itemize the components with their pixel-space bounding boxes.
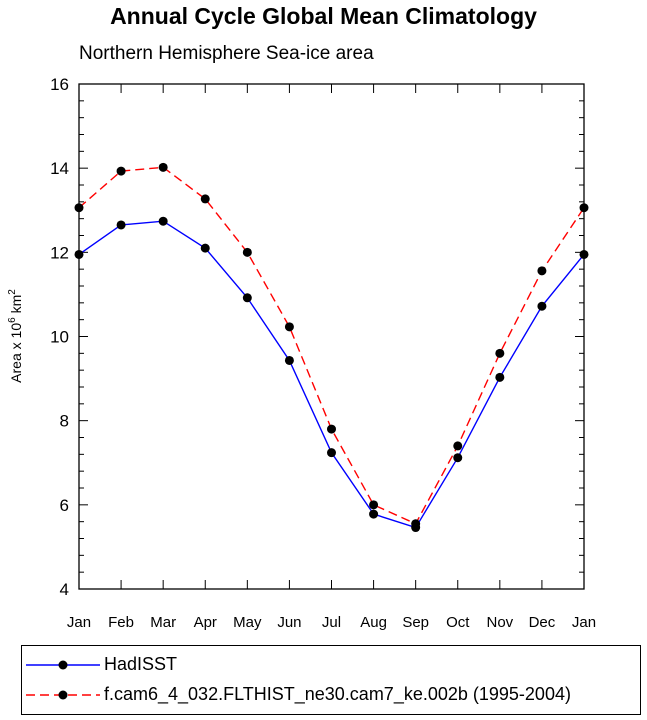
legend-entry-0: HadISST [22,650,640,680]
series-0-point [495,372,505,382]
y-axis-label-exp1: 6 [7,317,18,323]
legend: HadISST f.cam6_4_032.FLTHIST_ne30.cam7_k… [21,645,641,715]
y-tick-label: 6 [60,496,69,515]
chart-subtitle: Northern Hemisphere Sea-ice area [79,43,374,64]
x-tick-label: Mar [150,614,176,631]
y-axis-label-base: Area x 10 [8,323,24,383]
x-tick-label: Jan [67,614,91,631]
series-0-point [158,216,168,226]
x-tick-label: Apr [194,614,217,631]
line-chart: 4 6 8 10 12 14 16 Jan Feb Mar Apr May Jun Jul Aug Sep Oc… [7,75,596,631]
legend-swatch-1 [26,690,100,700]
y-axis-label-unit: km [8,295,24,318]
series-layer [74,162,589,533]
tick-labels: 4 6 8 10 12 14 16 Jan Feb Mar Apr May Jun Jul Aug Sep Oc… [50,75,596,631]
series-1-point [537,266,547,276]
series-0-point [242,293,252,303]
series-1-point [116,166,126,176]
series-1-point [369,500,379,510]
series-1-point [158,162,168,172]
y-tick-label: 16 [50,75,69,94]
series-0-point [327,448,336,458]
series-1-point [284,322,294,332]
legend-entry-1: f.cam6_4_032.FLTHIST_ne30.cam7_ke.002b (… [22,680,640,710]
y-tick-label: 12 [50,243,69,262]
x-tick-label: Jul [322,614,341,631]
x-tick-label: Aug [360,614,387,631]
plot-frame [78,83,585,590]
y-tick-label: 10 [50,328,69,347]
y-tick-label: 4 [60,580,69,599]
series-0-point [200,243,210,253]
x-tick-label: Dec [529,614,556,631]
series-1-point [411,519,421,529]
series-1-point [242,247,252,257]
series-0-point [116,220,126,230]
series-1-point [453,441,463,451]
legend-label-0: HadISST [104,654,178,674]
series-line-1 [78,166,585,525]
series-1-point [200,194,210,204]
series-0-point [453,453,463,463]
series-0-point [537,301,547,311]
y-tick-label: 8 [60,412,69,431]
legend-label-1: f.cam6_4_032.FLTHIST_ne30.cam7_ke.002b (… [104,684,571,704]
chart-title: Annual Cycle Global Mean Climatology [110,3,537,29]
x-tick-label: Jan [572,614,596,631]
series-line-0 [78,220,585,529]
series-0-point [284,355,294,365]
x-tick-label: Oct [446,614,470,631]
series-0-point [369,509,379,519]
x-tick-label: Jun [277,614,301,631]
legend-swatch-0 [26,660,100,670]
x-tick-label: May [233,614,262,631]
legend-marker-0 [58,660,68,670]
x-tick-label: Sep [402,614,429,631]
y-axis-label-exp2: 2 [7,289,18,295]
series-1-point [495,348,505,358]
y-tick-label: 14 [50,159,69,178]
x-tick-label: Feb [108,614,134,631]
series-1-point [327,424,336,434]
y-axis-label: Area x 106 km2 [7,289,24,383]
x-tick-label: Nov [486,614,513,631]
legend-marker-1 [58,690,68,700]
